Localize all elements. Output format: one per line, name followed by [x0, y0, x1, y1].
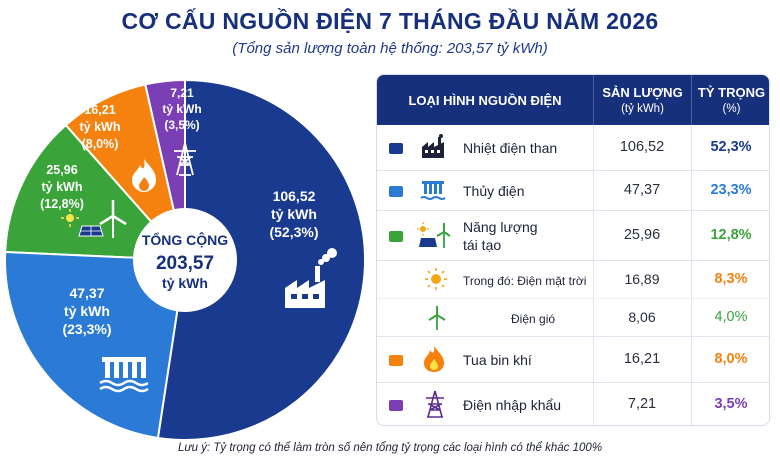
slice-label-coal-value: 106,52	[273, 188, 316, 204]
wind-turbine-icon	[428, 306, 446, 330]
row-share: 3,5%	[714, 396, 748, 412]
slice-label-coal-pct: (52,3%)	[269, 224, 318, 240]
chart-subtitle: (Tổng sản lượng toàn hệ thống: 203,57 tỷ…	[232, 40, 548, 57]
row-share: 23,3%	[710, 182, 752, 198]
row-label: Tua bin khí	[463, 352, 532, 368]
row-share: 12,8%	[710, 227, 752, 243]
center-hole	[133, 208, 237, 312]
table-header: LOẠI HÌNH NGUỒN ĐIỆN SẢN LƯỢNG (tỷ kWh) …	[377, 75, 769, 125]
table-row-wind: Điện gió 8,06 4,0%	[377, 299, 769, 337]
row-share: 52,3%	[710, 139, 752, 155]
row-value: 106,52	[619, 139, 665, 155]
table-row-gas: Tua bin khí 16,21 8,0%	[377, 337, 769, 383]
center-total-label: TỔNG CỘNG	[142, 231, 228, 248]
slice-label-import-value: 7,21	[170, 86, 194, 100]
legend-swatch-gas	[389, 355, 403, 366]
hydro-dam-icon	[420, 181, 446, 200]
table-row-import: Điện nhập khẩu 7,21 3,5%	[377, 383, 769, 425]
slice-label-hydro-pct: (23,3%)	[62, 321, 111, 337]
slice-label-renewable-pct: (12,8%)	[40, 197, 84, 211]
row-label: Điện nhập khẩu	[463, 397, 562, 413]
row-value: 47,37	[623, 182, 661, 198]
table-row-hydro: Thủy điện 47,37 23,3%	[377, 171, 769, 211]
legend-swatch-import	[389, 400, 403, 411]
legend-swatch-coal	[389, 143, 403, 154]
chart-title: CƠ CẤU NGUỒN ĐIỆN 7 THÁNG ĐẦU NĂM 2026	[121, 8, 659, 34]
pie-slice-gas	[64, 83, 186, 261]
pie-slice-coal	[156, 78, 366, 441]
table-row-solar: Trong đó: Điện mặt trời 16,89 8,3%	[377, 261, 769, 299]
power-tower-icon	[426, 390, 444, 418]
legend-swatch-renewable	[389, 231, 403, 242]
row-value: 16,89	[624, 271, 660, 287]
header-value: SẢN LƯỢNG (tỷ kWh)	[593, 75, 691, 125]
center-total-unit: tỷ kWh	[162, 275, 208, 291]
pie-chart: TỔNG CỘNG 203,57 tỷ kWh 106,52 tỷ kWh (5…	[4, 78, 366, 441]
slice-label-import-pct: (3,5%)	[164, 118, 199, 132]
legend-swatch-hydro	[389, 186, 403, 197]
slice-label-renewable-value: 25,96	[46, 163, 77, 177]
header-share-label: TỶ TRỌNG	[697, 85, 766, 100]
slice-label-gas-value: 16,21	[84, 103, 115, 117]
header-type-label: LOẠI HÌNH NGUỒN ĐIỆN	[408, 92, 562, 108]
slice-label-coal-unit: tỷ kWh	[271, 206, 317, 222]
table-row-coal: Nhiệt điện than 106,52 52,3%	[377, 125, 769, 171]
row-share: 4,0%	[714, 309, 748, 325]
row-label-line1: Năng lượng	[463, 219, 538, 235]
table-row-renewable: Năng lượng tái tạo 25,96 12,8%	[377, 211, 769, 261]
data-table: LOẠI HÌNH NGUỒN ĐIỆN SẢN LƯỢNG (tỷ kWh) …	[376, 74, 770, 426]
row-label: Nhiệt điện than	[463, 140, 558, 156]
row-label: Thủy điện	[463, 183, 525, 199]
solar-wind-icon	[417, 222, 451, 248]
footnote: Lưu ý: Tỷ trọng có thể làm tròn số nên t…	[177, 442, 603, 454]
slice-label-import-unit: tỷ kWh	[162, 102, 201, 116]
row-value: 7,21	[627, 396, 657, 412]
row-label: Trong đó: Điện mặt trời	[463, 274, 587, 288]
row-share: 8,0%	[714, 351, 748, 367]
slice-label-hydro-unit: tỷ kWh	[64, 303, 110, 319]
slice-label-gas-pct: (8,0%)	[82, 137, 119, 151]
header-value-label: SẢN LƯỢNG	[602, 85, 683, 100]
flame-icon	[424, 346, 444, 372]
row-value: 8,06	[628, 309, 656, 325]
slice-label-hydro-value: 47,37	[69, 285, 104, 301]
pie-slice-renewable	[4, 123, 188, 262]
sun-icon	[425, 268, 447, 290]
row-share: 8,3%	[714, 271, 748, 287]
slice-label-renewable-unit: tỷ kWh	[42, 180, 83, 194]
row-label-line2: tái tạo	[463, 237, 502, 253]
header-value-unit: (tỷ kWh)	[621, 103, 664, 115]
row-value: 16,21	[623, 351, 661, 367]
header-type: LOẠI HÌNH NGUỒN ĐIỆN	[377, 75, 593, 125]
header-share-unit: (%)	[722, 103, 741, 115]
factory-icon	[422, 134, 444, 158]
header-share: TỶ TRỌNG (%)	[691, 75, 769, 125]
row-label: Điện gió	[511, 312, 556, 326]
center-total-value: 203,57	[156, 253, 214, 274]
row-value: 25,96	[623, 227, 661, 243]
slice-label-gas-unit: tỷ kWh	[80, 120, 121, 134]
